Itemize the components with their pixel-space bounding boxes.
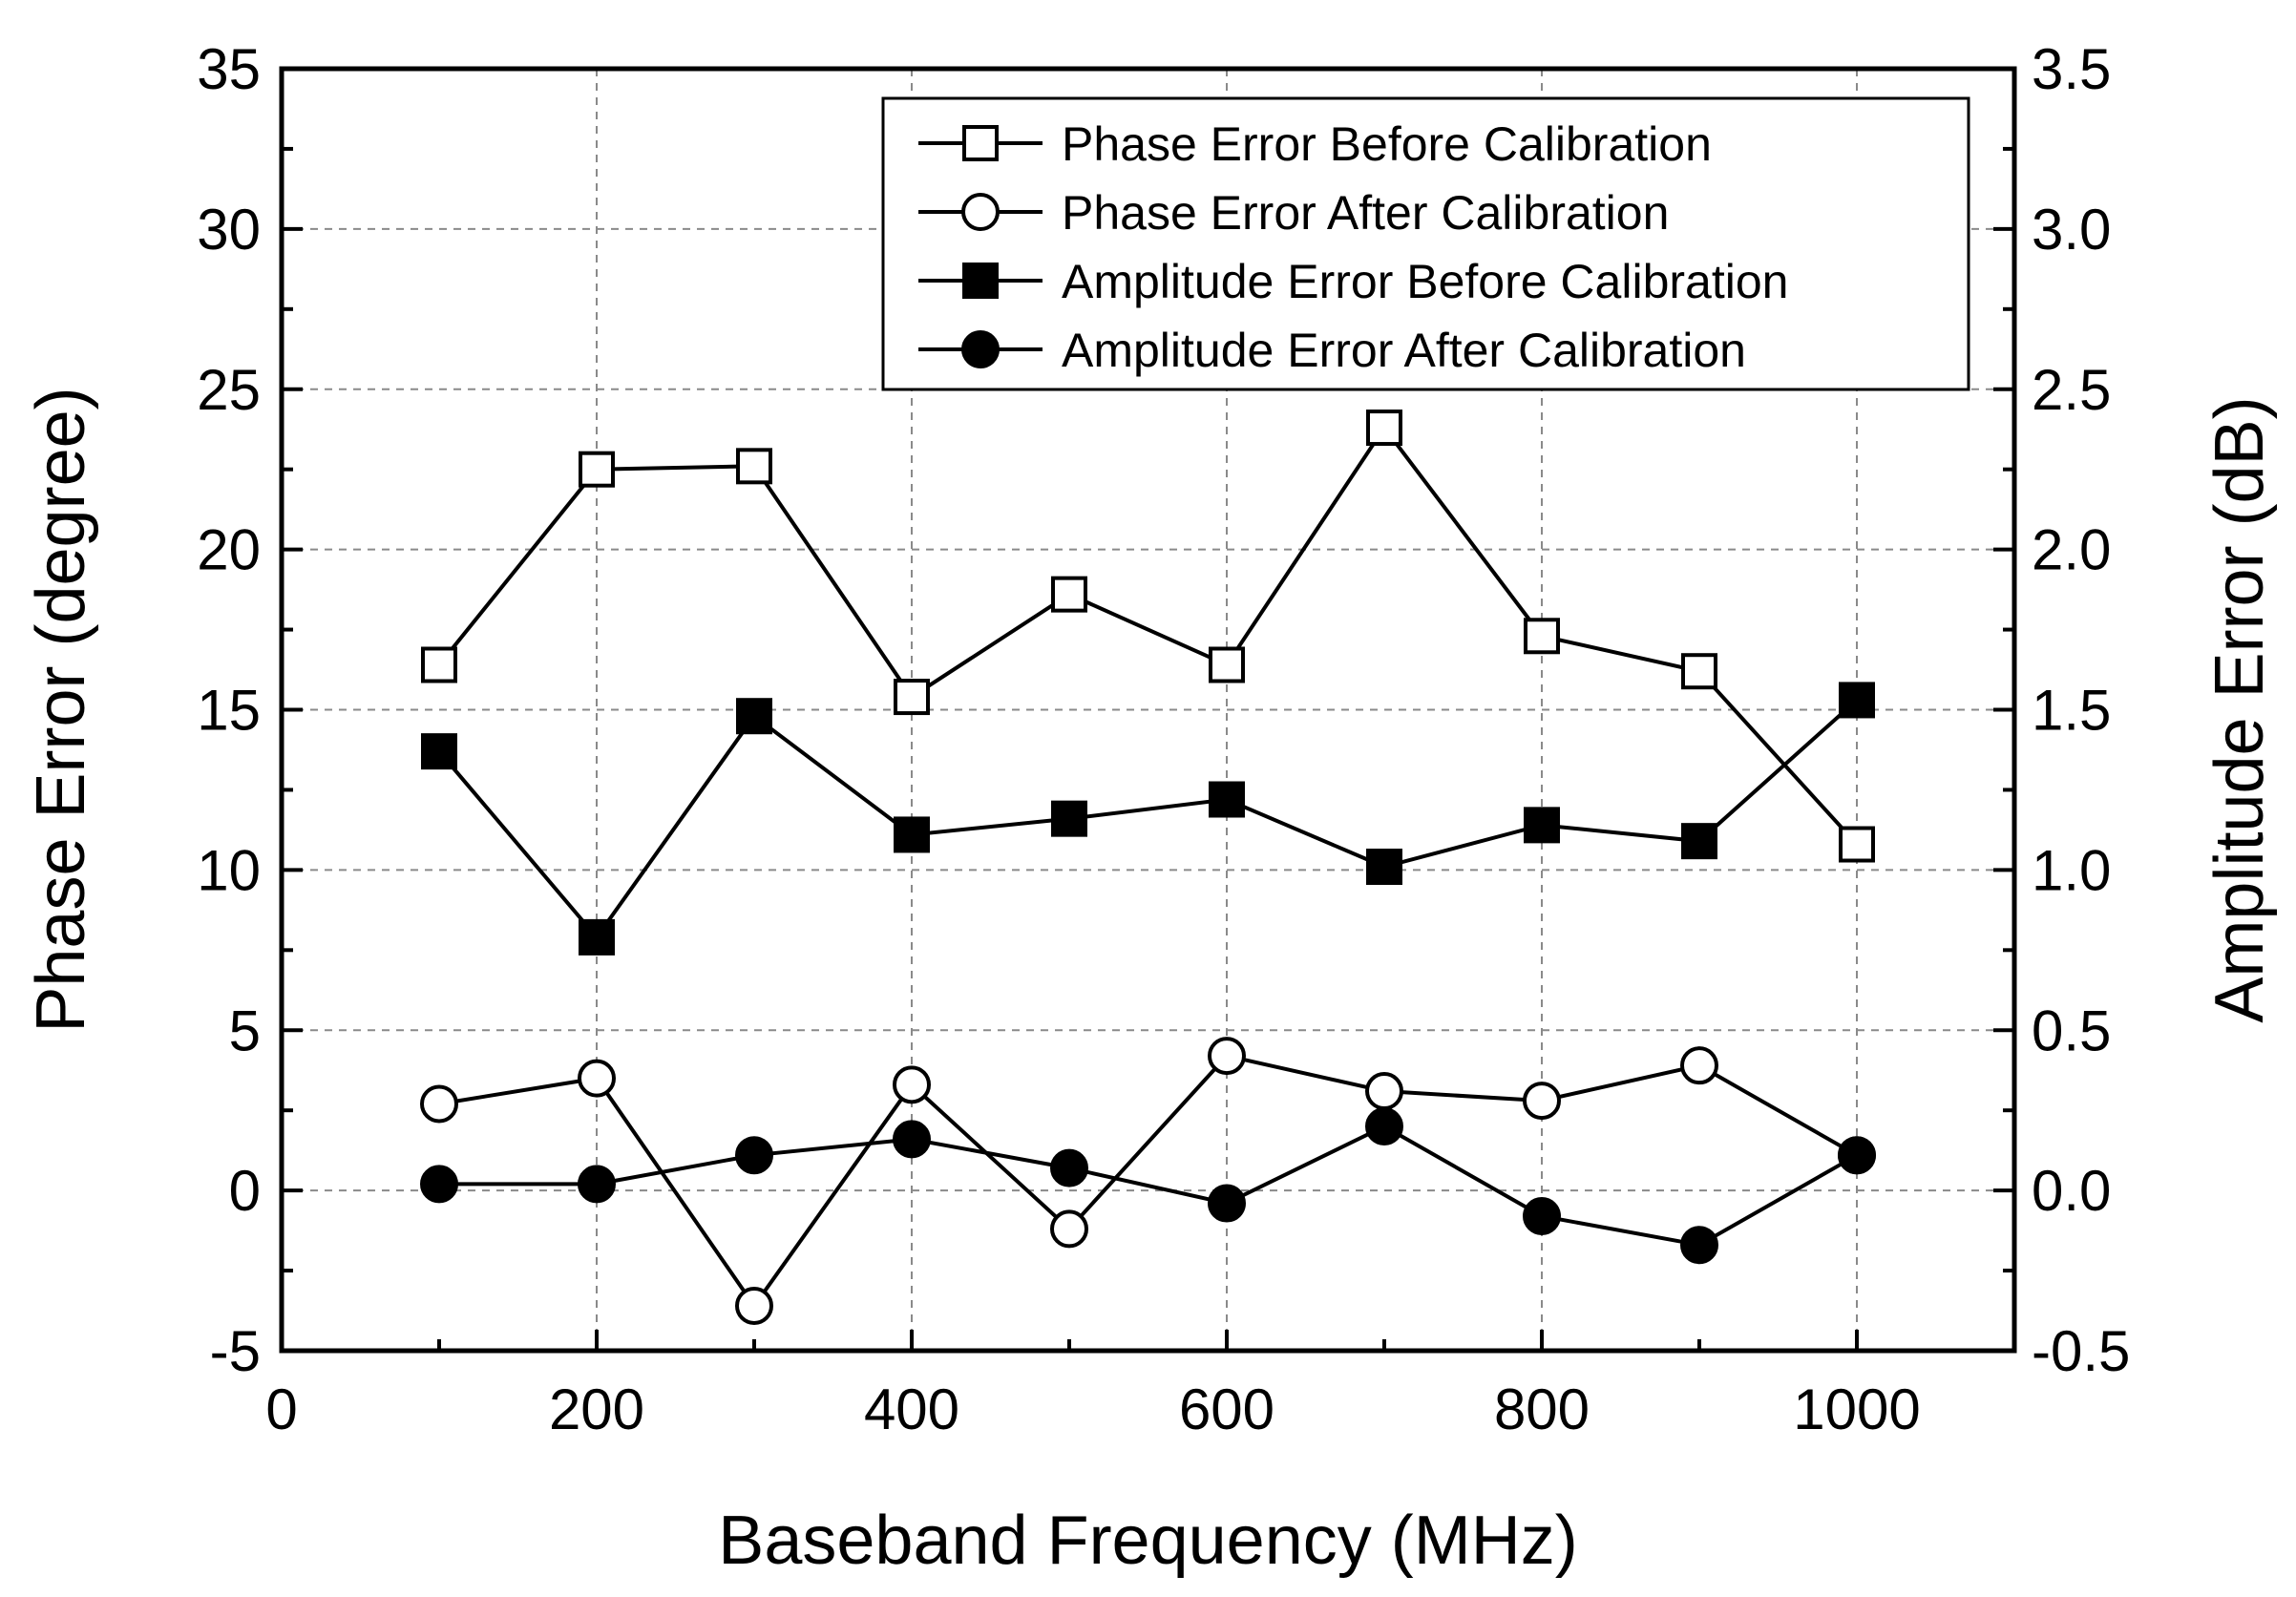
- data-point: [1050, 1148, 1088, 1187]
- data-point: [736, 448, 772, 485]
- data-point: [1208, 1184, 1246, 1223]
- legend-label: Phase Error Before Calibration: [1062, 117, 1712, 171]
- data-point: [421, 646, 457, 683]
- data-point: [579, 918, 615, 956]
- series-line: [437, 698, 1859, 941]
- y-tick-label: 20: [197, 518, 261, 582]
- legend-label: Phase Error After Calibration: [1062, 186, 1669, 240]
- y2-tick-label: 0.5: [2032, 998, 2111, 1062]
- data-point: [894, 816, 930, 853]
- data-point: [1523, 1082, 1561, 1121]
- data-point: [1524, 618, 1560, 655]
- data-point: [1680, 1046, 1718, 1085]
- data-point: [1209, 781, 1245, 818]
- data-point: [735, 1286, 773, 1325]
- data-point: [736, 698, 772, 735]
- data-point: [1680, 1226, 1718, 1265]
- y-tick-label: -5: [210, 1319, 261, 1383]
- y-tick-label: 35: [197, 37, 261, 101]
- x-tick-label: 400: [864, 1377, 959, 1441]
- series-layer: [420, 410, 1876, 1325]
- data-point: [1208, 1037, 1246, 1076]
- ticks: [280, 67, 2016, 1353]
- data-point: [420, 1084, 458, 1124]
- data-point: [735, 1136, 773, 1175]
- data-point: [1366, 849, 1402, 886]
- tick-labels: 0 200 400 600 800 1000-505101520253035-0.50.0…: [197, 37, 2130, 1441]
- y2-tick-label: -0.5: [2032, 1319, 2130, 1383]
- legend-entry: Phase Error After Calibration: [918, 186, 1669, 240]
- data-point: [421, 733, 457, 770]
- y2-tick-label: 3.0: [2032, 198, 2111, 262]
- data-point: [1524, 807, 1560, 844]
- x-tick-label: 800: [1494, 1377, 1590, 1441]
- x-tick-label: 200: [549, 1377, 644, 1441]
- data-point: [420, 1165, 458, 1204]
- y-tick-label: 0: [229, 1159, 261, 1223]
- y2-tick-label: 2.0: [2032, 518, 2111, 582]
- x-tick-label: 600: [1179, 1377, 1274, 1441]
- legend-marker: [961, 193, 1000, 231]
- x-tick-label: 1000: [1793, 1377, 1920, 1441]
- series-line: [438, 1053, 1858, 1310]
- legend-marker: [962, 125, 999, 161]
- data-point: [893, 1065, 931, 1104]
- series-2: [420, 1037, 1876, 1325]
- y-tick-label: 25: [197, 358, 261, 422]
- data-point: [578, 1059, 616, 1098]
- legend-label: Amplitude Error Before Calibration: [1062, 255, 1788, 308]
- y2-tick-label: 1.5: [2032, 679, 2111, 743]
- y2-tick-label: 1.0: [2032, 838, 2111, 902]
- series-3: [421, 682, 1875, 956]
- data-point: [1365, 1106, 1403, 1145]
- x-tick-label: 0: [265, 1377, 297, 1441]
- legend-entry: Phase Error Before Calibration: [918, 117, 1712, 171]
- data-point: [1366, 410, 1402, 447]
- data-point: [1839, 826, 1875, 863]
- data-point: [579, 451, 615, 488]
- data-point: [893, 1120, 931, 1159]
- data-point: [1838, 1136, 1876, 1175]
- series-line: [437, 424, 1859, 846]
- data-point: [1050, 1209, 1088, 1249]
- y-tick-label: 10: [197, 838, 261, 902]
- y2-tick-label: 0.0: [2032, 1159, 2111, 1223]
- data-point: [1523, 1196, 1561, 1235]
- series-1: [421, 410, 1875, 863]
- legend: Phase Error Before Calibration Phase Erro…: [881, 96, 1970, 391]
- legend-marker: [962, 263, 999, 299]
- y-tick-label: 5: [229, 998, 261, 1062]
- data-point: [1051, 576, 1087, 613]
- legend-marker: [961, 330, 1000, 368]
- data-point: [1051, 800, 1087, 837]
- x-axis-title: Baseband Frequency (MHz): [718, 1502, 1577, 1579]
- legend-entry: Amplitude Error Before Calibration: [918, 255, 1788, 308]
- data-point: [1681, 653, 1717, 690]
- data-point: [1365, 1072, 1403, 1111]
- y-axis-title: Phase Error (degree): [23, 387, 99, 1032]
- series-4: [420, 1106, 1876, 1265]
- data-point: [1209, 646, 1245, 683]
- data-point: [894, 679, 930, 716]
- y-tick-label: 15: [197, 679, 261, 743]
- y2-tick-label: 2.5: [2032, 358, 2111, 422]
- legend-entry: Amplitude Error After Calibration: [918, 324, 1746, 377]
- series-line: [439, 1124, 1858, 1248]
- data-point: [1839, 682, 1875, 719]
- legend-box: [881, 96, 1970, 391]
- data-point: [1681, 823, 1717, 860]
- y2-axis-title: Amplitude Error (dB): [2201, 396, 2278, 1022]
- y2-tick-label: 3.5: [2032, 37, 2111, 101]
- y-tick-label: 30: [197, 198, 261, 262]
- data-point: [578, 1165, 616, 1204]
- legend-label: Amplitude Error After Calibration: [1062, 324, 1746, 377]
